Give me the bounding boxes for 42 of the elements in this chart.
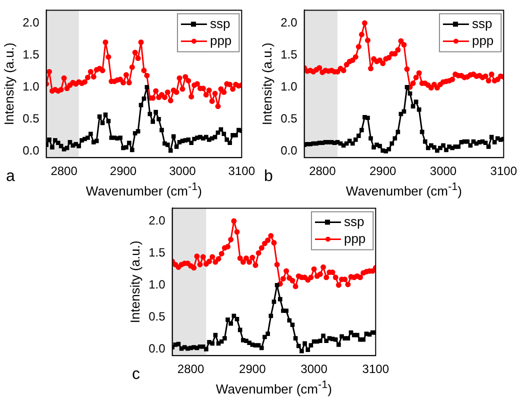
- legend-label: ssp: [344, 214, 364, 229]
- y-tick-label: 0.5: [148, 309, 166, 324]
- y-tick-label: 1.5: [22, 47, 40, 62]
- legend-label: ppp: [210, 32, 232, 48]
- x-axis-title: Wavenumber (cm$^{-1}$): [216, 379, 332, 396]
- y-tick-label: 2.0: [22, 15, 40, 30]
- y-tick-label: 1.0: [22, 79, 40, 94]
- x-axis-title: Wavenumber (cm$^{-1}$): [86, 181, 202, 198]
- legend-label: ppp: [472, 32, 494, 48]
- x-tick-label: 2800: [177, 362, 204, 376]
- legend-label: ppp: [344, 230, 366, 246]
- x-tick-label: 2800: [50, 164, 78, 178]
- y-tick-label: 0.0: [148, 342, 166, 356]
- y-tick-label: 1.0: [148, 277, 166, 292]
- y-tick-label: 1.5: [280, 47, 298, 62]
- y-tick-label: 2.0: [148, 213, 166, 228]
- x-tick-label: 2800: [309, 164, 336, 178]
- x-tick-label: 3100: [362, 362, 390, 376]
- x-tick-label: 3000: [430, 164, 457, 178]
- y-tick-label: 1.5: [148, 245, 166, 260]
- x-tick-label: 3100: [228, 164, 256, 178]
- y-axis-title: Intensity (a.u.): [1, 42, 16, 126]
- y-tick-label: 0.0: [22, 144, 40, 158]
- y-tick-label: 0.5: [22, 111, 40, 126]
- x-tick-label: 2900: [369, 164, 396, 178]
- y-tick-label: 1.0: [280, 79, 298, 94]
- y-tick-label: 0.0: [280, 144, 298, 158]
- x-tick-label: 3000: [169, 164, 196, 178]
- x-tick-label: 2900: [110, 164, 137, 178]
- text: b: [264, 168, 273, 186]
- y-tick-label: 2.0: [280, 15, 298, 30]
- y-axis-title: Intensity (a.u.): [259, 42, 274, 126]
- x-tick-label: 3000: [300, 362, 328, 376]
- y-tick-label: 0.5: [280, 111, 298, 126]
- legend-label: ssp: [472, 16, 492, 31]
- text: a: [6, 168, 15, 186]
- x-tick-label: 2900: [239, 362, 266, 376]
- x-axis-title: Wavenumber (cm$^{-1}$): [346, 181, 462, 198]
- y-axis-title: Intensity (a.u.): [127, 240, 142, 324]
- text: c: [132, 366, 140, 384]
- legend-label: ssp: [210, 16, 230, 31]
- x-tick-label: 3100: [490, 164, 518, 178]
